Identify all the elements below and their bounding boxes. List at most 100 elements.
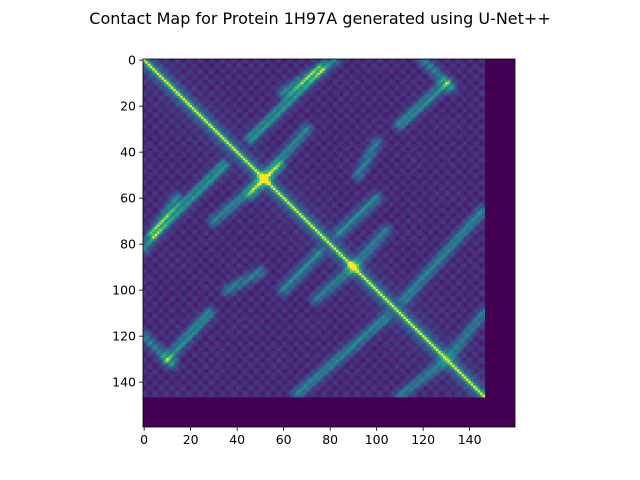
heatmap-cell [159,144,165,147]
heatmap-cell [298,123,302,126]
heatmap-cell [273,155,276,159]
heatmap-cell [215,65,221,69]
heatmap-cell [203,105,209,108]
heatmap-cell [435,132,439,136]
heatmap-cell [428,125,432,129]
heatmap-cell [366,105,372,108]
heatmap-cell [310,141,316,145]
heatmap-cell [347,123,355,126]
heatmap-cell [401,68,407,71]
heatmap-cell [461,128,469,131]
heatmap-cell [229,82,232,85]
heatmap-cell [261,116,265,120]
heatmap-cell [445,118,451,122]
heatmap-cell [270,148,276,152]
heatmap-cell [275,65,279,69]
heatmap-cell [366,91,372,94]
heatmap-cell [303,125,307,129]
heatmap-cell [342,162,351,166]
heatmap-cell [356,132,360,136]
heatmap-cell [319,125,323,129]
heatmap-cell [477,134,486,138]
heatmap-cell [259,160,262,163]
heatmap-cell [408,111,411,115]
heatmap-cell [252,105,255,108]
heatmap-cell [394,144,400,147]
heatmap-cell [466,146,469,149]
heatmap-cell [163,63,167,67]
heatmap-cell [424,61,427,64]
heatmap-cell [252,155,255,159]
heatmap-cell [338,102,344,106]
heatmap-cell [412,137,416,140]
heatmap-cell [226,141,230,145]
heatmap-cell [203,75,207,78]
heatmap-cell [268,109,272,113]
heatmap-cell [342,86,346,90]
heatmap-cell [305,86,309,90]
heatmap-cell [456,118,460,122]
heatmap-cell [284,93,288,97]
heatmap-cell [384,121,388,124]
heatmap-cell [275,157,279,161]
heatmap-cell [252,146,258,149]
heatmap-cell [394,98,397,101]
heatmap-cell [331,162,339,166]
heatmap-cell [242,155,246,159]
heatmap-cell [345,70,348,74]
heatmap-cell [252,134,255,138]
heatmap-cell [387,153,390,156]
heatmap-cell [417,114,420,117]
heatmap-cell [173,116,188,120]
heatmap-cell [361,118,367,122]
heatmap-cell [277,88,283,92]
heatmap-cell [366,123,372,126]
heatmap-cell [266,151,269,154]
heatmap-cell [201,114,204,117]
heatmap-cell [203,111,207,115]
heatmap-cell [212,65,216,69]
heatmap-cell [347,132,351,136]
heatmap-cell [331,151,339,154]
heatmap-cell [405,169,411,172]
heatmap-cell [377,130,383,133]
heatmap-cell [308,79,311,83]
heatmap-cell [194,137,197,140]
heatmap-cell [473,91,476,94]
heatmap-cell [194,169,197,172]
heatmap-cell [445,144,451,147]
heatmap-cell [222,91,225,94]
heatmap-cell [184,132,188,136]
heatmap-cell [249,162,253,166]
heatmap-cell [456,134,462,138]
heatmap-cell [191,146,197,149]
heatmap-cell [310,95,316,99]
heatmap-cell [449,114,453,117]
heatmap-cell [445,162,451,166]
heatmap-cell [282,84,288,87]
heatmap-cell [194,111,197,115]
heatmap-cell [147,157,151,161]
heatmap-cell [322,84,330,87]
heatmap-cell [347,141,351,145]
heatmap-cell [236,114,239,117]
heatmap-cell [289,153,293,156]
heatmap-cell [163,121,167,124]
heatmap-cell [210,137,218,140]
heatmap-cell [459,70,462,74]
heatmap-cell [143,137,146,140]
heatmap-cell [463,160,467,163]
heatmap-cell [163,144,169,147]
heatmap-cell [145,109,148,113]
heatmap-cell [480,91,483,94]
heatmap-cell [159,167,162,170]
heatmap-cell [273,118,276,122]
heatmap-cell [445,75,448,78]
heatmap-cell [217,137,221,140]
heatmap-cell [454,86,458,90]
heatmap-cell [203,102,207,106]
heatmap-cell [449,72,453,76]
heatmap-cell [422,118,425,122]
heatmap-cell [447,79,451,83]
heatmap-cell [359,91,362,94]
